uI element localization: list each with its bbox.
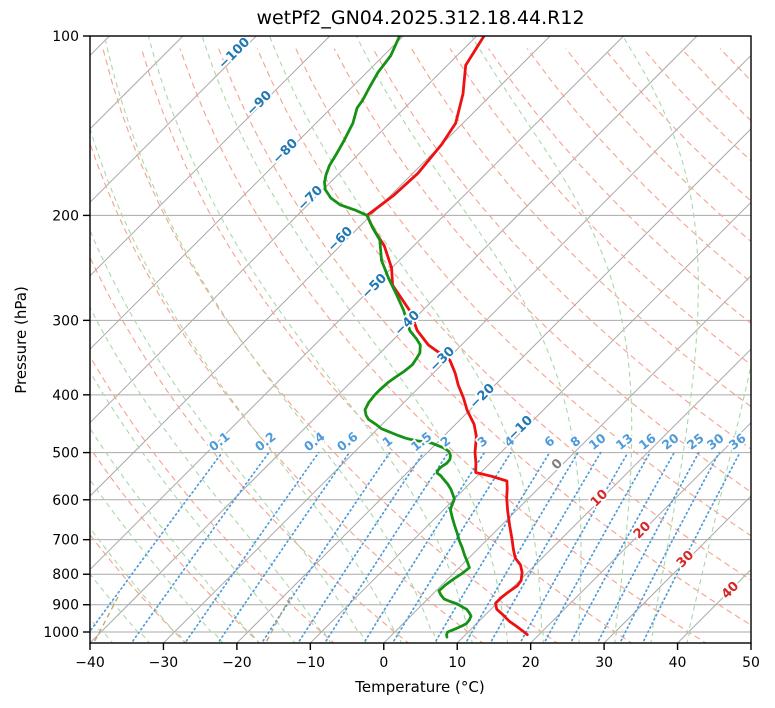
svg-text:16: 16: [636, 430, 659, 453]
dry-adiabats: [90, 48, 751, 643]
svg-text:−50: −50: [359, 271, 390, 302]
svg-text:13: 13: [613, 430, 636, 453]
svg-text:500: 500: [52, 446, 79, 462]
svg-text:−70: −70: [295, 183, 326, 214]
pressure-gridlines: [90, 36, 751, 633]
chart-title: wetPf2_GN04.2025.312.18.44.R12: [256, 7, 585, 29]
svg-text:0: 0: [379, 655, 388, 671]
svg-text:700: 700: [52, 533, 79, 549]
svg-text:−10: −10: [296, 655, 326, 671]
y-tick-labels: 100 200 300 400 500 600 700 800 900 1000: [43, 29, 79, 641]
svg-text:800: 800: [52, 567, 79, 583]
svg-text:−100: −100: [216, 35, 253, 72]
dewpoint-curve: [323, 36, 473, 639]
svg-text:−40: −40: [392, 308, 423, 339]
svg-text:−20: −20: [467, 381, 498, 412]
svg-text:100: 100: [52, 29, 79, 45]
svg-text:300: 300: [52, 313, 79, 329]
svg-text:−80: −80: [270, 136, 301, 167]
axes: [83, 35, 752, 650]
svg-text:900: 900: [52, 598, 79, 614]
svg-text:600: 600: [52, 493, 79, 509]
svg-text:30: 30: [674, 548, 697, 571]
svg-text:30: 30: [595, 655, 613, 671]
svg-text:40: 40: [669, 655, 687, 671]
x-axis-label: Temperature (°C): [355, 678, 485, 696]
svg-text:10: 10: [448, 655, 466, 671]
svg-text:1000: 1000: [43, 625, 79, 641]
svg-text:0.2: 0.2: [252, 429, 279, 454]
svg-text:10: 10: [588, 487, 611, 510]
svg-text:−40: −40: [75, 655, 105, 671]
moist-adiabats: [90, 36, 751, 643]
svg-text:30: 30: [704, 430, 727, 453]
svg-text:10: 10: [586, 430, 609, 453]
svg-text:400: 400: [52, 388, 79, 404]
svg-text:50: 50: [742, 655, 760, 671]
svg-text:−30: −30: [149, 655, 179, 671]
tan-dashed-lines: [92, 596, 291, 643]
x-tick-labels: −40 −30 −20 −10 0 10 20 30 40 50: [75, 655, 760, 671]
svg-text:20: 20: [659, 430, 682, 453]
isotherms: [90, 36, 751, 643]
svg-text:−20: −20: [222, 655, 252, 671]
svg-text:−60: −60: [325, 224, 356, 255]
svg-text:20: 20: [522, 655, 540, 671]
svg-text:8: 8: [567, 433, 583, 450]
svg-text:−90: −90: [244, 88, 275, 119]
svg-text:0: 0: [549, 456, 566, 473]
svg-text:6: 6: [541, 433, 557, 450]
svg-text:200: 200: [52, 208, 79, 224]
plot-area: −100−90−80−70−60−50−40−30−20−10010203040…: [90, 35, 751, 643]
mixing-ratio-lines: [90, 451, 741, 643]
svg-text:1.5: 1.5: [408, 429, 435, 454]
